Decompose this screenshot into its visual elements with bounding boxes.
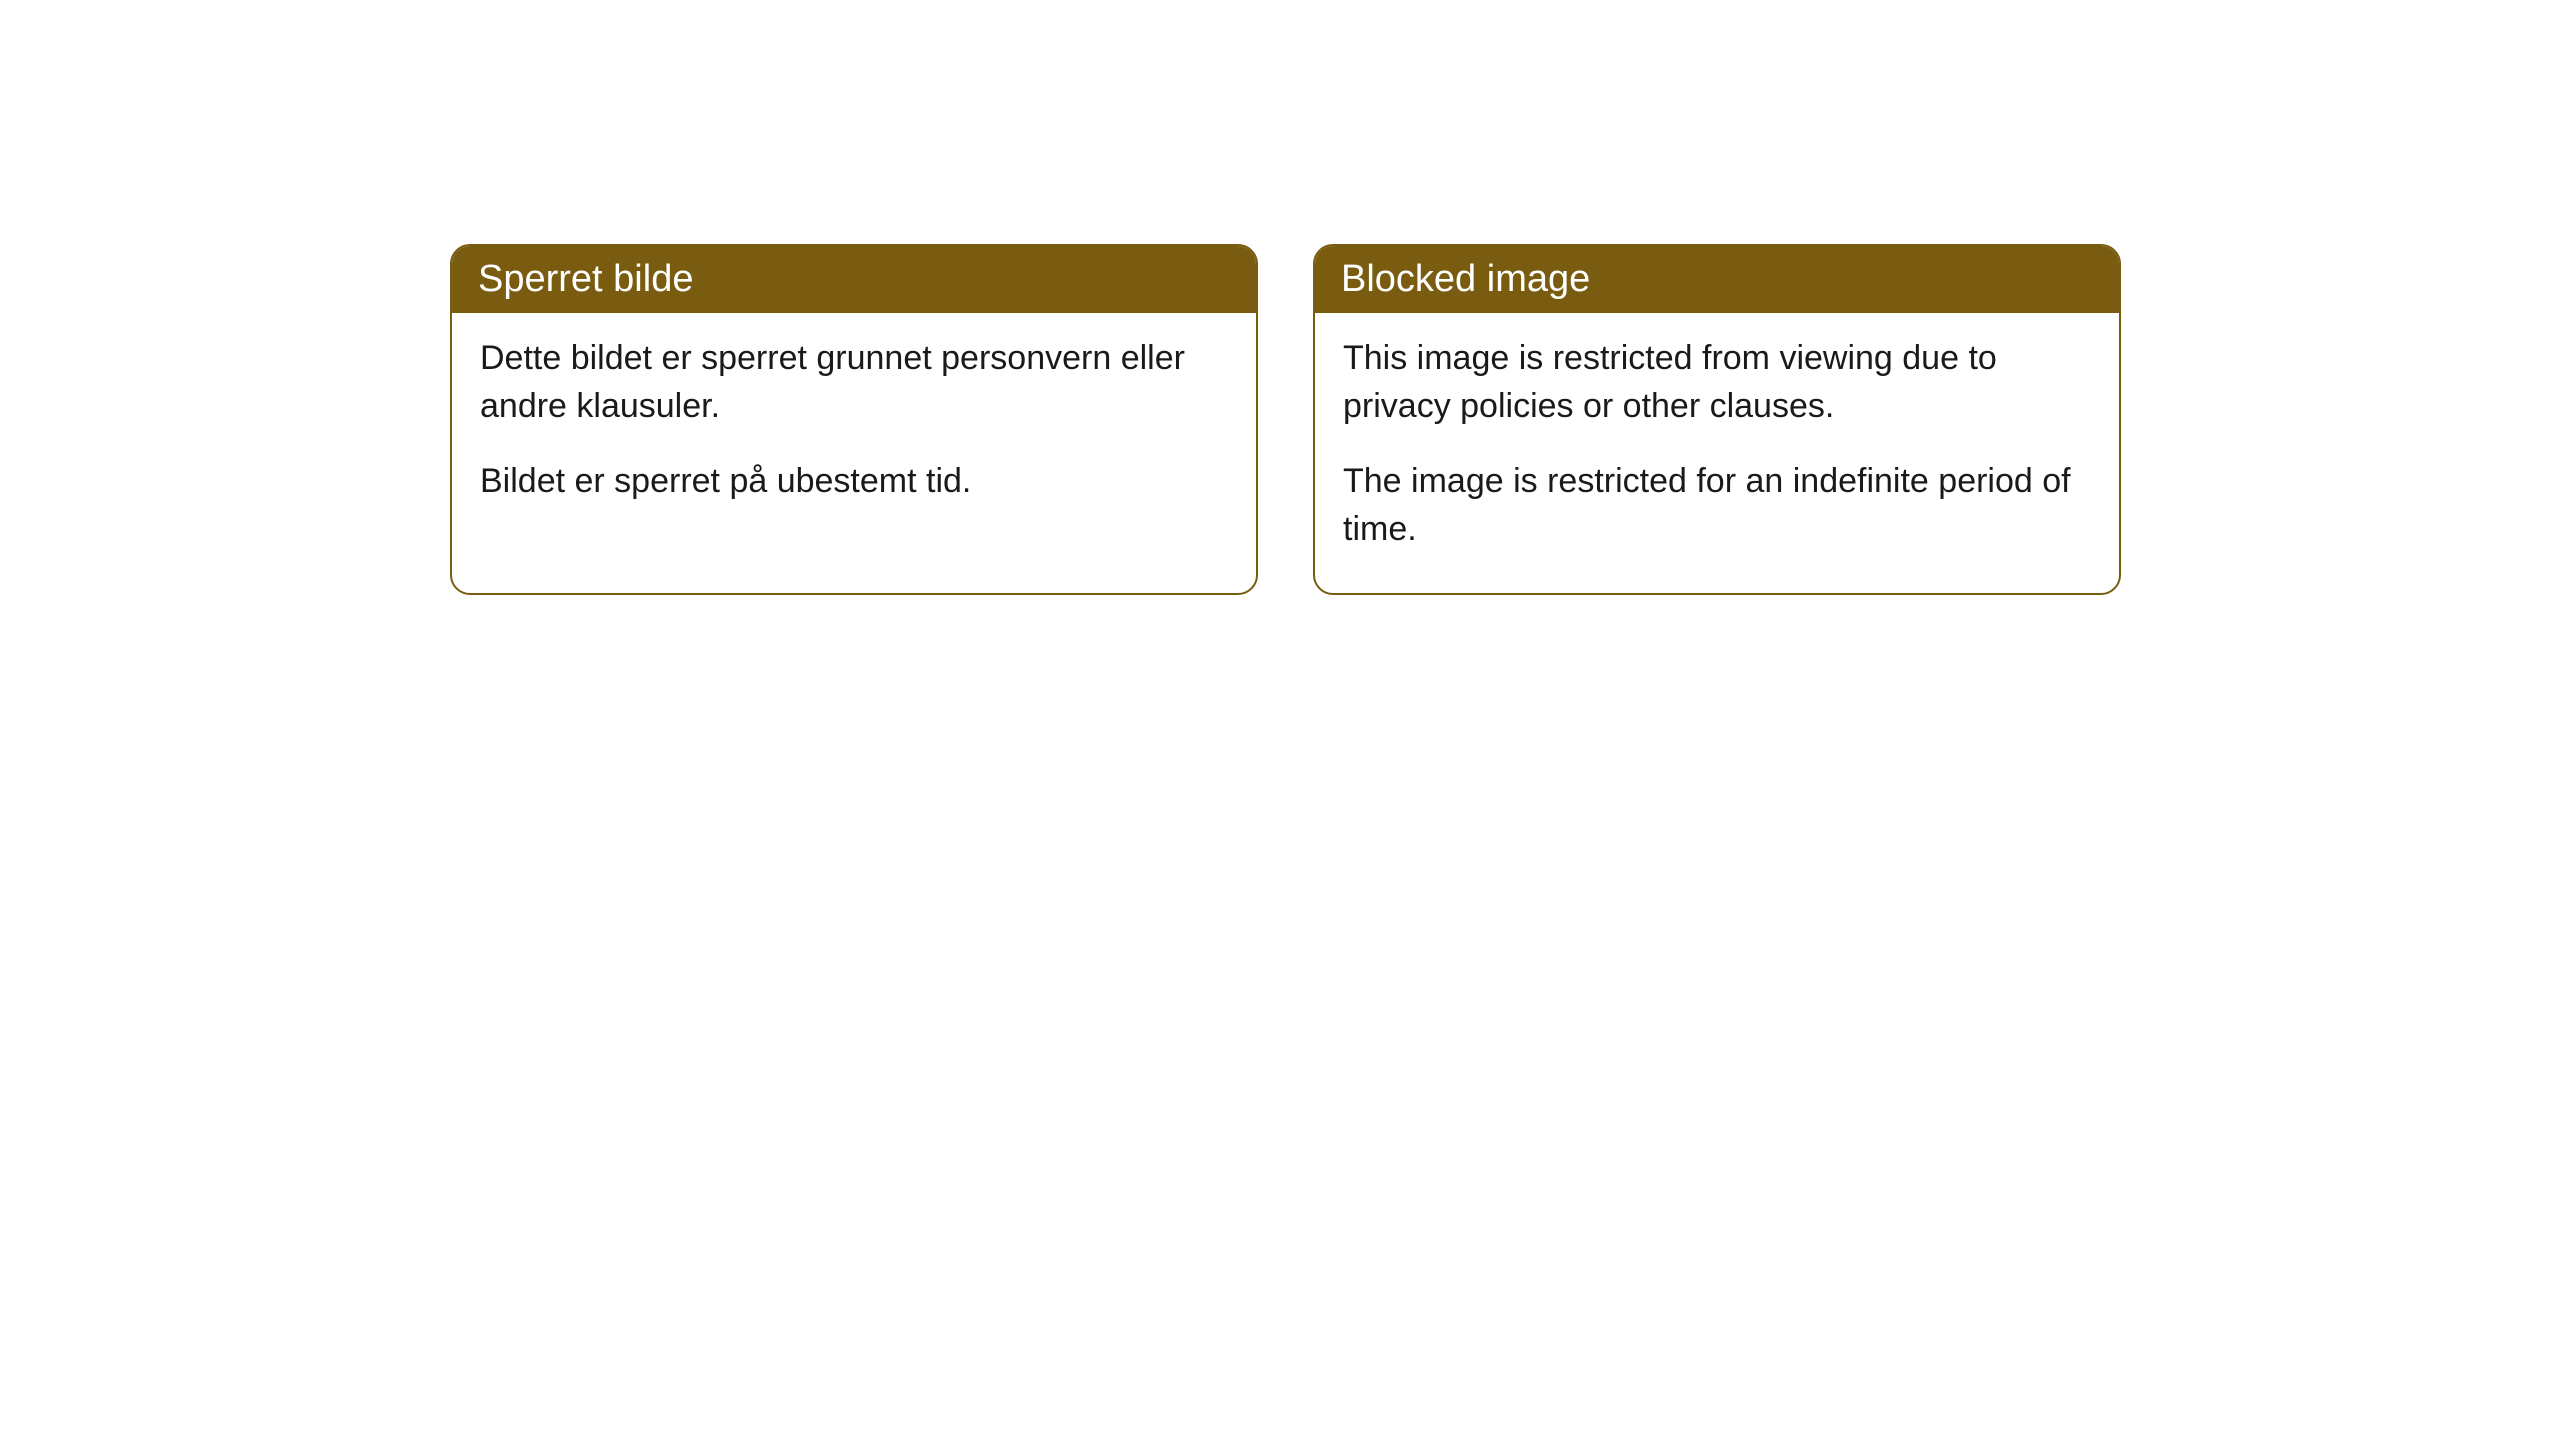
notice-cards-container: Sperret bilde Dette bildet er sperret gr… — [450, 244, 2121, 595]
card-paragraph: The image is restricted for an indefinit… — [1343, 458, 2091, 553]
card-body-english: This image is restricted from viewing du… — [1315, 313, 2119, 593]
card-header-norwegian: Sperret bilde — [452, 246, 1256, 313]
card-title: Blocked image — [1341, 258, 1590, 300]
card-paragraph: This image is restricted from viewing du… — [1343, 335, 2091, 430]
notice-card-english: Blocked image This image is restricted f… — [1313, 244, 2121, 595]
card-body-norwegian: Dette bildet er sperret grunnet personve… — [452, 313, 1256, 546]
card-paragraph: Bildet er sperret på ubestemt tid. — [480, 458, 1228, 506]
card-header-english: Blocked image — [1315, 246, 2119, 313]
notice-card-norwegian: Sperret bilde Dette bildet er sperret gr… — [450, 244, 1258, 595]
card-title: Sperret bilde — [478, 258, 693, 300]
card-paragraph: Dette bildet er sperret grunnet personve… — [480, 335, 1228, 430]
